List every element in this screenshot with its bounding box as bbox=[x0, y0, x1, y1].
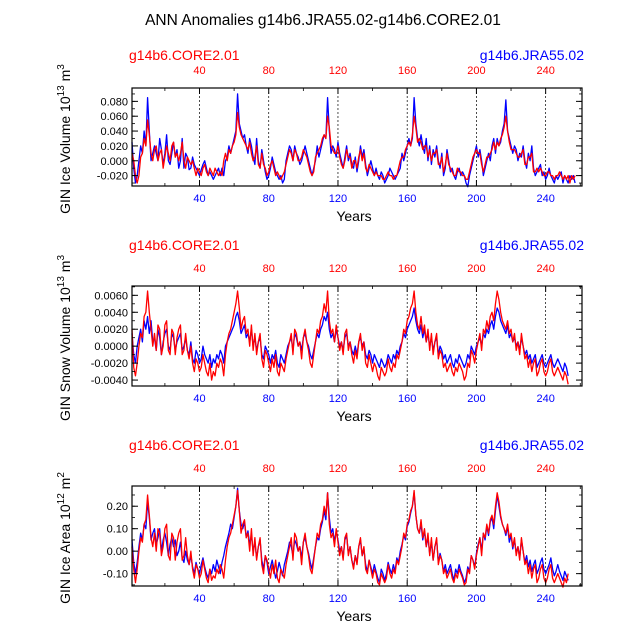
top-right-run-label: g14b6.JRA55.02 bbox=[480, 47, 585, 63]
y-axis-label-text: m bbox=[57, 478, 73, 494]
y-tick-label: 0.000 bbox=[100, 156, 128, 168]
plot-frame bbox=[131, 87, 583, 187]
y-axis-label-superscript: 2 bbox=[56, 472, 67, 478]
x-tick-label-top: 160 bbox=[398, 463, 416, 475]
plot-frame bbox=[131, 485, 583, 587]
x-tick-label-bottom: 80 bbox=[263, 393, 275, 405]
x-tick-label-bottom: 40 bbox=[193, 593, 205, 605]
figure-title: ANN Anomalies g14b6.JRA55.02-g14b6.CORE2… bbox=[145, 12, 501, 29]
y-tick-label: -0.10 bbox=[103, 569, 128, 581]
y-axis-label-superscript: 13 bbox=[56, 276, 67, 288]
x-tick-label-bottom: 160 bbox=[398, 393, 416, 405]
y-axis-label-text: m bbox=[57, 70, 73, 86]
x-tick-label-top: 120 bbox=[329, 65, 347, 77]
top-left-run-label: g14b6.CORE2.01 bbox=[129, 47, 240, 63]
top-right-run-label: g14b6.JRA55.02 bbox=[480, 437, 585, 453]
top-left-run-label: g14b6.CORE2.01 bbox=[129, 437, 240, 453]
plot-frame bbox=[131, 285, 583, 387]
y-axis-label-text: GIN Ice Area 10 bbox=[57, 504, 73, 604]
x-tick-label-top: 200 bbox=[467, 463, 485, 475]
y-tick-label: 0.00 bbox=[107, 546, 128, 558]
x-axis-label: Years bbox=[336, 408, 371, 424]
x-tick-label-top: 80 bbox=[263, 263, 275, 275]
y-axis-label: GIN Snow Volume 1013 m3 bbox=[56, 255, 73, 422]
x-tick-label-top: 240 bbox=[536, 263, 554, 275]
y-tick-label: 0.080 bbox=[100, 96, 128, 108]
x-tick-label-bottom: 40 bbox=[193, 193, 205, 205]
x-tick-label-top: 200 bbox=[467, 65, 485, 77]
x-axis-label: Years bbox=[336, 208, 371, 224]
series-line-core2 bbox=[131, 111, 576, 184]
x-tick-label-bottom: 200 bbox=[467, 593, 485, 605]
y-axis-label-text: GIN Ice Volume 10 bbox=[57, 96, 73, 214]
top-left-run-label: g14b6.CORE2.01 bbox=[129, 237, 240, 253]
y-tick-label: -0.020 bbox=[97, 171, 128, 183]
x-tick-label-top: 80 bbox=[263, 463, 275, 475]
y-tick-label: -0.0020 bbox=[91, 358, 128, 370]
x-tick-label-top: 40 bbox=[193, 463, 205, 475]
x-tick-label-top: 80 bbox=[263, 65, 275, 77]
x-axis-label: Years bbox=[336, 608, 371, 624]
y-tick-label: 0.20 bbox=[107, 501, 128, 513]
y-tick-label: 0.0040 bbox=[94, 307, 128, 319]
x-tick-label-top: 40 bbox=[193, 263, 205, 275]
x-tick-label-bottom: 240 bbox=[536, 393, 554, 405]
y-axis-label: GIN Ice Volume 1013 m3 bbox=[56, 64, 73, 214]
top-right-run-label: g14b6.JRA55.02 bbox=[480, 237, 585, 253]
x-tick-label-bottom: 80 bbox=[263, 593, 275, 605]
x-tick-label-top: 40 bbox=[193, 65, 205, 77]
y-tick-label: 0.0060 bbox=[94, 290, 128, 302]
x-tick-label-bottom: 200 bbox=[467, 393, 485, 405]
x-tick-label-bottom: 160 bbox=[398, 593, 416, 605]
x-tick-label-bottom: 160 bbox=[398, 193, 416, 205]
y-tick-label: 0.0000 bbox=[94, 341, 128, 353]
x-tick-label-bottom: 80 bbox=[263, 193, 275, 205]
y-axis-label-superscript: 12 bbox=[56, 493, 67, 505]
panel-1: -0.020 0.000 0.020 0.040 0.060 0.080 40 40 80 80 1… bbox=[56, 47, 584, 224]
x-tick-label-bottom: 120 bbox=[329, 393, 347, 405]
x-tick-label-bottom: 240 bbox=[536, 593, 554, 605]
panel-3: -0.10 0.00 0.10 0.20 40 40 80 80 120 120 160 160 200… bbox=[56, 437, 584, 624]
y-tick-label: 0.10 bbox=[107, 524, 128, 536]
x-tick-label-bottom: 40 bbox=[193, 393, 205, 405]
y-tick-label: 0.020 bbox=[100, 141, 128, 153]
panel-2: -0.0040 -0.0020 0.0000 0.0020 0.0040 0.0060 40… bbox=[56, 237, 584, 424]
x-tick-label-top: 200 bbox=[467, 263, 485, 275]
x-tick-label-bottom: 120 bbox=[329, 593, 347, 605]
series-line-core2 bbox=[131, 489, 569, 588]
y-axis-label-superscript: 3 bbox=[56, 255, 67, 261]
x-tick-label-top: 240 bbox=[536, 65, 554, 77]
x-tick-label-bottom: 200 bbox=[467, 193, 485, 205]
y-tick-label: -0.0040 bbox=[91, 375, 128, 387]
x-tick-label-bottom: 120 bbox=[329, 193, 347, 205]
x-tick-label-top: 120 bbox=[329, 263, 347, 275]
y-axis-label-superscript: 3 bbox=[56, 64, 67, 70]
y-axis-label-text: m bbox=[57, 261, 73, 277]
x-tick-label-bottom: 240 bbox=[536, 193, 554, 205]
x-tick-label-top: 240 bbox=[536, 463, 554, 475]
y-axis-label-text: GIN Snow Volume 10 bbox=[57, 287, 73, 421]
x-tick-label-top: 160 bbox=[398, 263, 416, 275]
y-axis-label-superscript: 13 bbox=[56, 85, 67, 97]
x-tick-label-top: 120 bbox=[329, 463, 347, 475]
y-tick-label: 0.060 bbox=[100, 111, 128, 123]
x-tick-label-top: 160 bbox=[398, 65, 416, 77]
y-axis-label: GIN Ice Area 1012 m2 bbox=[56, 472, 73, 604]
series-line-core2 bbox=[131, 290, 569, 385]
y-tick-label: 0.0020 bbox=[94, 324, 128, 336]
y-tick-label: 0.040 bbox=[100, 126, 128, 138]
